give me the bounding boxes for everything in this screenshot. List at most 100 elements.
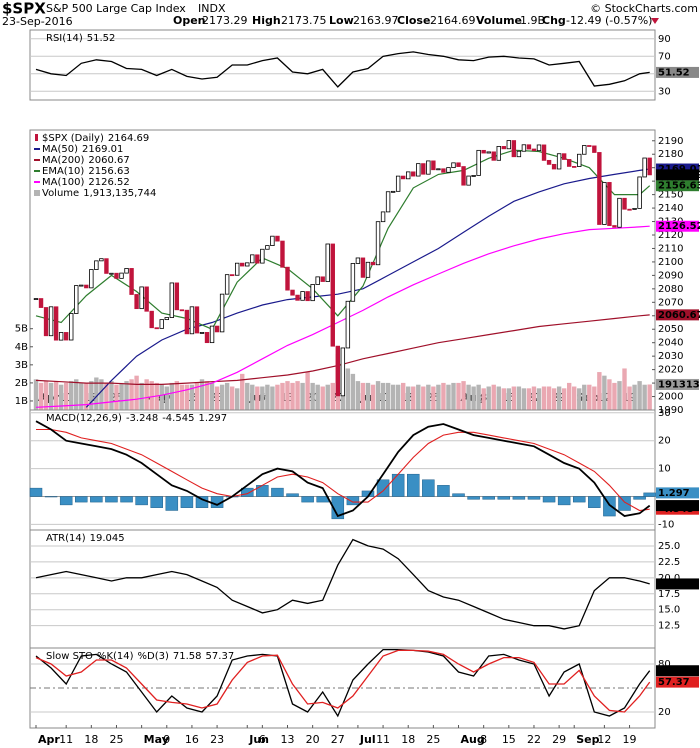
volume-bar bbox=[380, 382, 386, 410]
y-tick-label: 10 bbox=[658, 464, 671, 475]
volume-bar bbox=[144, 379, 149, 410]
candle bbox=[355, 257, 361, 264]
candle bbox=[406, 171, 411, 180]
volume-bar bbox=[446, 384, 451, 410]
y-tick-label: 2120 bbox=[658, 230, 683, 241]
legend-text: MACD(12,26,9) bbox=[46, 413, 122, 424]
candle bbox=[451, 162, 456, 169]
volume-bar bbox=[566, 382, 572, 410]
candle bbox=[572, 166, 577, 168]
quote-label: Close bbox=[397, 14, 430, 27]
volume-bar bbox=[637, 381, 642, 410]
candle bbox=[74, 285, 79, 314]
volume-bar bbox=[496, 386, 501, 410]
candle bbox=[48, 306, 54, 337]
y-tick-label: 2050 bbox=[658, 324, 683, 335]
value-box bbox=[656, 169, 699, 181]
histogram-bar bbox=[588, 496, 601, 508]
legend-text: 1,913,135,744 bbox=[83, 188, 156, 199]
y-tick-label: 2030 bbox=[658, 351, 683, 362]
series-line bbox=[35, 51, 650, 88]
volume-bar bbox=[194, 382, 200, 410]
x-tick-label: 6 bbox=[259, 733, 266, 746]
histogram-bar bbox=[150, 496, 163, 508]
histogram-bar bbox=[120, 496, 133, 503]
candle bbox=[441, 168, 446, 173]
candle bbox=[426, 160, 431, 175]
volume-bar bbox=[33, 379, 39, 410]
candle bbox=[365, 261, 371, 278]
volume-bar bbox=[290, 382, 295, 410]
candle bbox=[89, 269, 94, 289]
candle bbox=[340, 347, 346, 397]
candle bbox=[491, 151, 496, 161]
candle bbox=[43, 307, 49, 337]
volume-bar bbox=[265, 384, 270, 410]
candle bbox=[184, 309, 190, 335]
histogram-bar bbox=[105, 496, 118, 503]
y-tick-label: 25.0 bbox=[658, 541, 680, 552]
x-tick-label: Jul bbox=[359, 733, 376, 746]
value-box bbox=[656, 66, 699, 78]
volume-bar bbox=[63, 382, 69, 410]
ma-line bbox=[35, 314, 650, 385]
volume-bar bbox=[526, 388, 532, 410]
value-label: 1.297 bbox=[658, 488, 690, 499]
y-tick-label: 2150 bbox=[658, 190, 683, 201]
y-tick-label: 2090 bbox=[658, 270, 683, 281]
candle bbox=[375, 221, 381, 266]
histogram-bar bbox=[482, 496, 495, 500]
candle bbox=[516, 150, 522, 158]
histogram-bar bbox=[557, 496, 571, 506]
volume-bar bbox=[511, 386, 517, 410]
legend-text: 2164.69 bbox=[108, 133, 149, 144]
histogram-bar bbox=[346, 496, 360, 506]
candle bbox=[566, 159, 572, 167]
candle bbox=[58, 332, 64, 341]
candle bbox=[481, 149, 486, 154]
candle bbox=[114, 272, 119, 279]
x-tick-label: May bbox=[144, 733, 169, 746]
y-tick-label: 1990 bbox=[658, 405, 683, 416]
candle bbox=[556, 153, 562, 170]
legend-text: -3.248 bbox=[126, 413, 158, 424]
legend-text: 19.045 bbox=[90, 533, 125, 544]
volume-bar bbox=[53, 381, 59, 410]
histogram-bar bbox=[407, 473, 420, 497]
candle bbox=[400, 175, 406, 180]
volume-bar bbox=[466, 384, 471, 410]
volume-bar bbox=[360, 382, 366, 410]
volume-bar bbox=[441, 382, 446, 410]
candle bbox=[229, 274, 235, 277]
candle bbox=[647, 157, 652, 176]
volume-bar bbox=[491, 384, 496, 410]
x-tick-label: 27 bbox=[331, 733, 345, 746]
candle bbox=[536, 144, 542, 152]
histogram-bar bbox=[643, 492, 656, 497]
volume-bar bbox=[124, 381, 129, 410]
legend-text: MA(100) bbox=[42, 177, 84, 188]
volume-bar bbox=[461, 381, 466, 410]
volume-bar bbox=[476, 384, 481, 410]
candle bbox=[245, 262, 250, 267]
volume-bar bbox=[240, 373, 245, 410]
candle bbox=[461, 166, 466, 186]
candle bbox=[315, 276, 320, 285]
volume-bar bbox=[546, 386, 552, 410]
x-tick-label: 18 bbox=[84, 733, 98, 746]
volume-bar bbox=[275, 384, 280, 410]
histogram-bar bbox=[618, 496, 631, 511]
quote-label: Open bbox=[173, 14, 206, 27]
legend-text: 71.58 bbox=[173, 651, 202, 662]
y-tick-label: 80 bbox=[658, 659, 671, 670]
volume-bar bbox=[375, 381, 381, 410]
candle bbox=[486, 151, 491, 154]
candle bbox=[189, 306, 195, 335]
exchange: INDX bbox=[198, 2, 226, 15]
candle bbox=[219, 293, 225, 333]
y-tick-label: 2000 bbox=[658, 392, 683, 403]
volume-bar bbox=[451, 382, 456, 410]
candle bbox=[154, 327, 159, 330]
candle bbox=[164, 317, 169, 321]
volume-bar bbox=[647, 384, 652, 410]
